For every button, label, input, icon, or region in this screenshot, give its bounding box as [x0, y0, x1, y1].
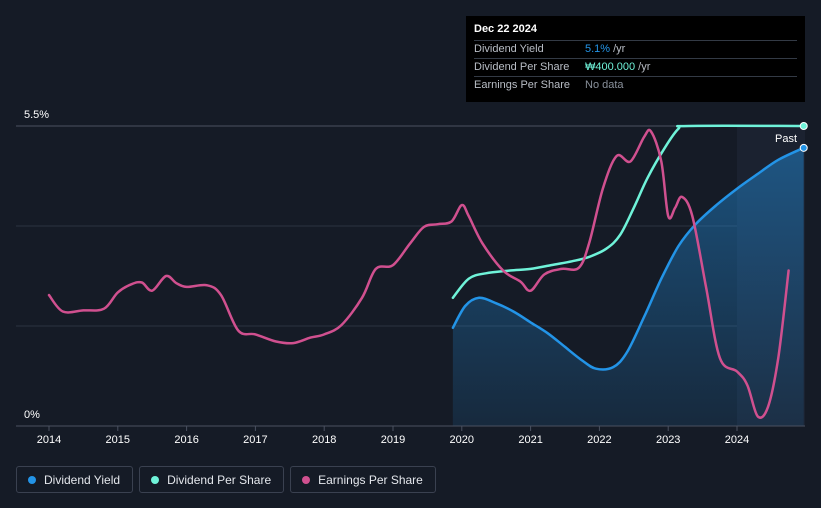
series-lines — [47, 122, 808, 427]
tooltip-label: Earnings Per Share — [474, 79, 570, 91]
legend-item-dividend-yield[interactable]: Dividend Yield — [16, 466, 134, 493]
dividend-per-share-marker — [799, 122, 808, 130]
legend: Dividend Yield Dividend Per Share Earnin… — [16, 466, 436, 493]
tooltip-value-dividend-yield: 5.1% — [585, 43, 611, 55]
x-tick-label: 2023 — [656, 434, 680, 446]
dividend-yield-dot-icon — [28, 475, 36, 484]
tooltip: Dec 22 2024 Dividend Yield 5.1%/yr Divid… — [466, 16, 805, 102]
tooltip-date: Dec 22 2024 — [474, 23, 537, 35]
legend-label: Earnings Per Share — [318, 472, 423, 487]
x-tick-label: 2020 — [450, 434, 474, 446]
tooltip-row-earnings-per-share: Earnings Per Share No data — [474, 76, 797, 94]
tooltip-unit: /yr — [613, 43, 626, 55]
past-label: Past — [775, 133, 797, 145]
tooltip-label: Dividend Yield — [474, 43, 544, 55]
y-tick-label: 0% — [24, 409, 40, 421]
x-axis: 2014 2015 2016 2017 2018 2019 2020 2021 2022 2023… — [16, 425, 805, 446]
x-tick-label: 2017 — [243, 434, 267, 446]
dividend-yield-marker — [799, 143, 808, 152]
x-tick-label: 2018 — [312, 434, 336, 446]
tooltip-label: Dividend Per Share — [474, 61, 570, 73]
dividend-yield-area — [452, 147, 804, 427]
x-tick-label: 2016 — [174, 434, 198, 446]
legend-item-dividend-per-share[interactable]: Dividend Per Share — [139, 466, 285, 493]
y-tick-label: 5.5% — [24, 109, 49, 121]
earnings-per-share-line — [47, 128, 790, 419]
tooltip-row-dividend-per-share: Dividend Per Share ₩400.000/yr — [474, 58, 797, 76]
x-tick-label: 2015 — [106, 434, 130, 446]
tooltip-value-earnings-per-share: No data — [585, 79, 624, 91]
x-tick-label: 2022 — [587, 434, 611, 446]
dividend-per-share-dot-icon — [151, 475, 160, 484]
x-tick-label: 2019 — [381, 434, 405, 446]
x-tick-label: 2024 — [725, 434, 749, 446]
x-tick-label: 2021 — [518, 434, 542, 446]
dividend-yield-line — [451, 146, 805, 371]
y-axis: 5.5% 0% — [24, 109, 49, 421]
dividend-per-share-line — [451, 124, 805, 300]
x-tick-label: 2014 — [37, 434, 61, 446]
earnings-per-share-dot-icon — [302, 475, 311, 484]
tooltip-value-dividend-per-share: ₩400.000 — [585, 61, 636, 73]
tooltip-row-dividend-yield: Dividend Yield 5.1%/yr — [474, 40, 797, 58]
tooltip-unit: /yr — [638, 61, 651, 73]
legend-label: Dividend Per Share — [167, 472, 272, 487]
legend-item-earnings-per-share[interactable]: Earnings Per Share — [290, 466, 436, 493]
legend-label: Dividend Yield — [44, 472, 121, 487]
